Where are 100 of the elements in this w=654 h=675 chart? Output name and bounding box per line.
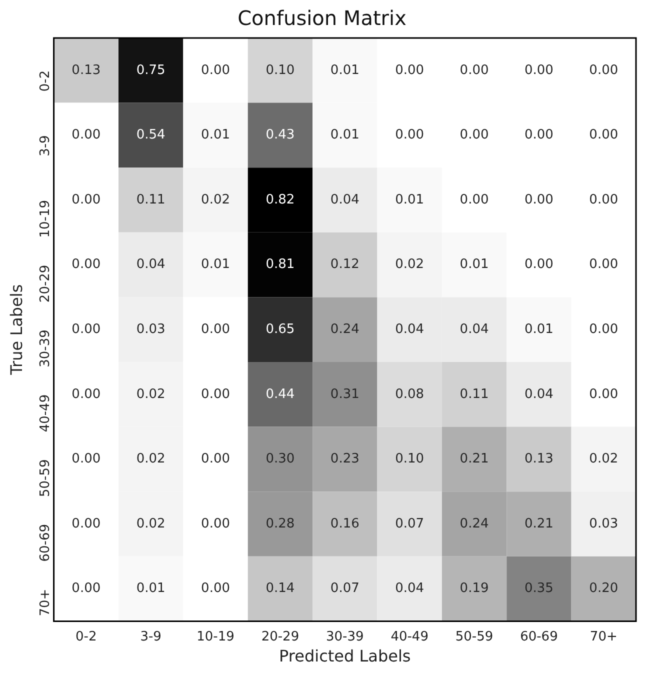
data-label: 0.02 [136, 452, 166, 467]
data-label: 0.82 [266, 192, 295, 208]
x-axis-title: Predicted Labels [279, 646, 411, 666]
data-label: 0.03 [136, 322, 166, 337]
data-label: 0.04 [395, 581, 424, 596]
data-label: 0.11 [460, 386, 489, 402]
data-label: 0.00 [395, 128, 424, 143]
data-label: 0.24 [460, 516, 489, 532]
data-label: 0.21 [460, 452, 489, 467]
data-label: 0.00 [72, 128, 101, 143]
data-label: 0.01 [330, 128, 360, 143]
data-label: 0.08 [395, 386, 424, 402]
data-label: 0.00 [72, 192, 101, 208]
data-label: 0.02 [136, 386, 166, 402]
data-label: 0.01 [136, 581, 166, 596]
data-label: 0.02 [589, 452, 618, 467]
data-label: 0.07 [395, 516, 424, 532]
data-label: 0.02 [395, 257, 424, 272]
data-label: 0.00 [72, 386, 101, 402]
data-label: 0.00 [72, 257, 101, 272]
data-label: 0.00 [395, 62, 424, 78]
data-label: 0.02 [201, 192, 230, 208]
data-label: 0.01 [460, 257, 489, 272]
data-label: 0.11 [136, 192, 166, 208]
data-label: 0.21 [524, 516, 554, 532]
x-tick-label: 70+ [590, 629, 618, 644]
y-tick-label: 40-49 [38, 394, 54, 432]
x-tick-label: 40-49 [390, 629, 428, 644]
data-label: 0.00 [589, 386, 618, 402]
data-label: 0.10 [395, 452, 424, 467]
x-tick-label: 0-2 [76, 629, 97, 644]
data-label: 0.00 [201, 386, 230, 402]
data-label: 0.00 [72, 581, 101, 596]
data-label: 0.04 [136, 257, 166, 272]
data-label: 0.01 [201, 257, 230, 272]
data-label: 0.28 [266, 516, 295, 532]
data-label: 0.43 [266, 128, 295, 143]
x-tick-label: 20-29 [261, 629, 300, 644]
data-label: 0.24 [330, 322, 360, 337]
data-label: 0.23 [330, 452, 360, 467]
data-label: 0.10 [266, 62, 295, 78]
data-label: 0.00 [201, 581, 230, 596]
data-label: 0.13 [524, 452, 554, 467]
data-label: 0.00 [524, 257, 554, 272]
data-label: 0.81 [266, 257, 295, 272]
data-label: 0.00 [460, 128, 489, 143]
data-label: 0.00 [460, 62, 489, 78]
data-label: 0.07 [330, 581, 360, 596]
data-label: 0.14 [266, 581, 295, 596]
y-tick-label: 20-29 [38, 264, 54, 303]
data-label: 0.12 [330, 257, 360, 272]
data-label: 0.00 [72, 516, 101, 532]
data-label: 0.16 [330, 516, 360, 532]
data-label: 0.54 [136, 128, 166, 143]
y-tick-label: 3-9 [38, 135, 54, 156]
data-label: 0.04 [330, 192, 360, 208]
data-label: 0.65 [266, 322, 295, 337]
data-label: 0.01 [330, 62, 360, 78]
x-tick-label: 60-69 [520, 629, 558, 644]
x-tick-label: 3-9 [140, 629, 162, 644]
y-tick-label: 70+ [38, 588, 54, 616]
x-tick-label: 30-39 [326, 629, 364, 644]
y-tick-label: 10-19 [38, 200, 54, 238]
data-label: 0.01 [524, 322, 554, 337]
y-tick-label: 60-69 [38, 524, 54, 562]
data-label: 0.44 [266, 386, 295, 402]
data-label: 0.00 [201, 516, 230, 532]
data-label: 0.35 [524, 581, 554, 596]
data-label: 0.00 [524, 128, 554, 143]
data-label: 0.00 [201, 452, 230, 467]
data-label: 0.00 [589, 322, 618, 337]
data-label: 0.02 [136, 516, 166, 532]
data-label: 0.00 [72, 452, 101, 467]
y-tick-label: 0-2 [38, 70, 54, 92]
data-label: 0.20 [589, 581, 618, 596]
y-tick-label: 30-39 [38, 330, 54, 368]
data-label: 0.03 [589, 516, 618, 532]
y-tick-label: 50-59 [38, 459, 54, 497]
x-tick-label: 50-59 [455, 629, 494, 644]
data-label: 0.00 [72, 322, 101, 337]
data-label: 0.00 [589, 192, 618, 208]
data-label: 0.04 [460, 322, 489, 337]
data-label: 0.00 [589, 128, 618, 143]
data-label: 0.75 [136, 62, 166, 78]
data-label: 0.00 [201, 322, 230, 337]
y-axis-title: True Labels [6, 284, 26, 376]
data-label: 0.00 [589, 257, 618, 272]
data-label: 0.04 [395, 322, 424, 337]
data-label: 0.13 [72, 62, 101, 78]
data-label: 0.19 [460, 581, 489, 596]
data-label: 0.30 [266, 452, 295, 467]
x-tick-label: 10-19 [196, 629, 234, 644]
data-label: 0.00 [524, 62, 554, 78]
data-label: 0.01 [395, 192, 424, 208]
data-label: 0.00 [589, 62, 618, 78]
data-label: 0.04 [524, 386, 554, 402]
data-label: 0.00 [201, 62, 230, 78]
data-label: 0.01 [201, 128, 230, 143]
chart-title: Confusion Matrix [238, 6, 407, 30]
data-label: 0.00 [524, 192, 554, 208]
